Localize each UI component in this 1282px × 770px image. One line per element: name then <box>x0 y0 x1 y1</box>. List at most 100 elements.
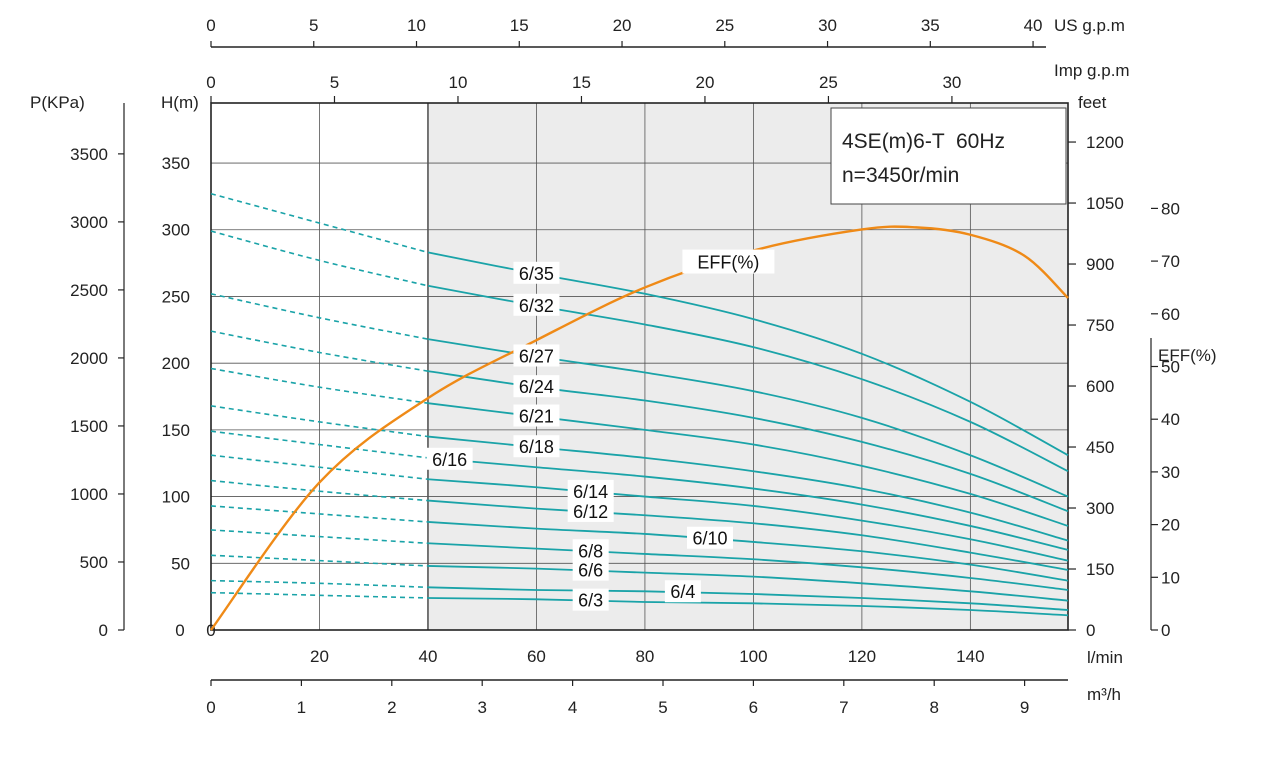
tick-label-impgpm: 0 <box>206 73 215 92</box>
curve-label-6-14: 6/14 <box>573 482 608 502</box>
curve-label-6-32: 6/32 <box>519 296 554 316</box>
curve-label-6-27: 6/27 <box>519 346 554 366</box>
tick-label-usgpm: 0 <box>206 16 215 35</box>
tick-label-impgpm: 10 <box>449 73 468 92</box>
head-curve-dashed-6-3 <box>210 591 428 599</box>
tick-label-impgpm: 30 <box>942 73 961 92</box>
curve-label-6-4: 6/4 <box>670 582 695 602</box>
tick-label-impgpm: 25 <box>819 73 838 92</box>
tick-label-feet: 750 <box>1086 316 1114 335</box>
tick-label-kpa: 3500 <box>70 145 108 164</box>
tick-label-m3h: 8 <box>929 698 938 717</box>
head-curve-dashed-6-16 <box>210 430 429 459</box>
head-curve-dashed-6-14 <box>210 454 429 481</box>
curve-label-6-8: 6/8 <box>578 541 603 561</box>
tick-label-impgpm: 15 <box>572 73 591 92</box>
tick-label-head-m: 300 <box>162 221 190 240</box>
tick-label-feet: 600 <box>1086 377 1114 396</box>
tick-label-head-m: 350 <box>162 154 190 173</box>
axis-label-impgpm: Imp g.p.m <box>1054 61 1130 80</box>
tick-label-head-zero-corner: 0 <box>206 621 215 640</box>
tick-label-head-m: 50 <box>171 554 190 573</box>
curve-label-bg <box>513 293 560 316</box>
head-curve-dashed-6-8 <box>210 529 429 545</box>
tick-label-impgpm: 5 <box>330 73 339 92</box>
eff-label-bg <box>682 249 775 274</box>
tick-label-lmin: 120 <box>848 647 876 666</box>
head-curve-6-14 <box>427 478 1069 562</box>
head-curve-dashed-6-27 <box>210 293 429 340</box>
tick-label-lmin: 40 <box>419 647 438 666</box>
head-curve-6-16 <box>427 456 1069 551</box>
tick-label-feet: 900 <box>1086 255 1114 274</box>
curve-label-bg <box>572 558 609 581</box>
tick-label-kpa: 0 <box>99 621 108 640</box>
curve-label-bg <box>687 526 734 549</box>
axis-label-feet: feet <box>1078 93 1107 112</box>
curve-label-bg <box>513 344 560 367</box>
tick-label-m3h: 1 <box>297 698 306 717</box>
axis-label-head-m: H(m) <box>161 93 199 112</box>
tick-label-m3h: 2 <box>387 698 396 717</box>
tick-label-kpa: 2000 <box>70 349 108 368</box>
curve-label-bg <box>513 404 560 427</box>
curve-label-6-6: 6/6 <box>578 561 603 581</box>
tick-label-m3h: 5 <box>658 698 667 717</box>
head-curve-dashed-6-10 <box>210 505 429 523</box>
axis-label-m3h: m³/h <box>1087 685 1121 704</box>
tick-label-lmin: 60 <box>527 647 546 666</box>
tick-label-feet: 0 <box>1086 621 1095 640</box>
tick-label-eff: 30 <box>1161 463 1180 482</box>
tick-label-usgpm: 10 <box>407 16 426 35</box>
tick-label-eff: 40 <box>1161 410 1180 429</box>
curve-label-6-18: 6/18 <box>519 437 554 457</box>
tick-label-head-m: 100 <box>162 488 190 507</box>
head-curve-dashed-6-4 <box>210 579 428 589</box>
tick-label-head-m: 200 <box>162 354 190 373</box>
tick-label-kpa: 1000 <box>70 485 108 504</box>
tick-label-head-m: 250 <box>162 287 190 306</box>
curve-label-bg <box>513 261 560 284</box>
axis-label-kpa: P(KPa) <box>30 93 85 112</box>
head-curve-6-4 <box>427 586 1069 611</box>
curve-label-6-16: 6/16 <box>432 450 467 470</box>
tick-label-lmin: 80 <box>635 647 654 666</box>
tick-label-eff: 50 <box>1161 358 1180 377</box>
tick-label-eff: 80 <box>1161 199 1180 218</box>
tick-label-m3h: 7 <box>839 698 848 717</box>
tick-label-usgpm: 25 <box>715 16 734 35</box>
head-curve-dashed-6-21 <box>210 367 429 404</box>
tick-label-usgpm: 40 <box>1024 16 1043 35</box>
tick-label-impgpm: 20 <box>695 73 714 92</box>
tick-label-m3h: 3 <box>477 698 486 717</box>
tick-label-lmin: 100 <box>739 647 767 666</box>
tick-label-usgpm: 5 <box>309 16 318 35</box>
head-curve-dashed-6-12 <box>210 479 429 502</box>
tick-label-head-m: 150 <box>162 421 190 440</box>
curve-label-6-10: 6/10 <box>692 529 727 549</box>
tick-label-usgpm: 20 <box>613 16 632 35</box>
tick-label-kpa: 3000 <box>70 213 108 232</box>
head-curve-6-3 <box>427 597 1069 617</box>
head-curve-6-8 <box>427 542 1069 591</box>
curve-label-eff: EFF(%) <box>697 253 759 273</box>
tick-label-eff: 10 <box>1161 568 1180 587</box>
head-curve-dashed-6-6 <box>210 554 429 567</box>
tick-label-kpa: 2500 <box>70 281 108 300</box>
head-curve-6-10 <box>427 521 1069 582</box>
tick-label-usgpm: 30 <box>818 16 837 35</box>
head-curve-dashed-6-18 <box>210 405 429 438</box>
axis-label-eff: EFF(%) <box>1158 346 1217 365</box>
axis-label-lmin: l/min <box>1087 648 1123 667</box>
curve-label-bg <box>664 580 701 603</box>
curve-label-6-35: 6/35 <box>519 264 554 284</box>
tick-label-eff: 20 <box>1161 516 1180 535</box>
tick-label-eff: 60 <box>1161 305 1180 324</box>
curve-label-6-3: 6/3 <box>578 591 603 611</box>
tick-label-feet: 300 <box>1086 499 1114 518</box>
curve-label-bg <box>513 435 560 458</box>
curve-label-bg <box>513 375 560 398</box>
head-curve-6-12 <box>427 499 1069 571</box>
